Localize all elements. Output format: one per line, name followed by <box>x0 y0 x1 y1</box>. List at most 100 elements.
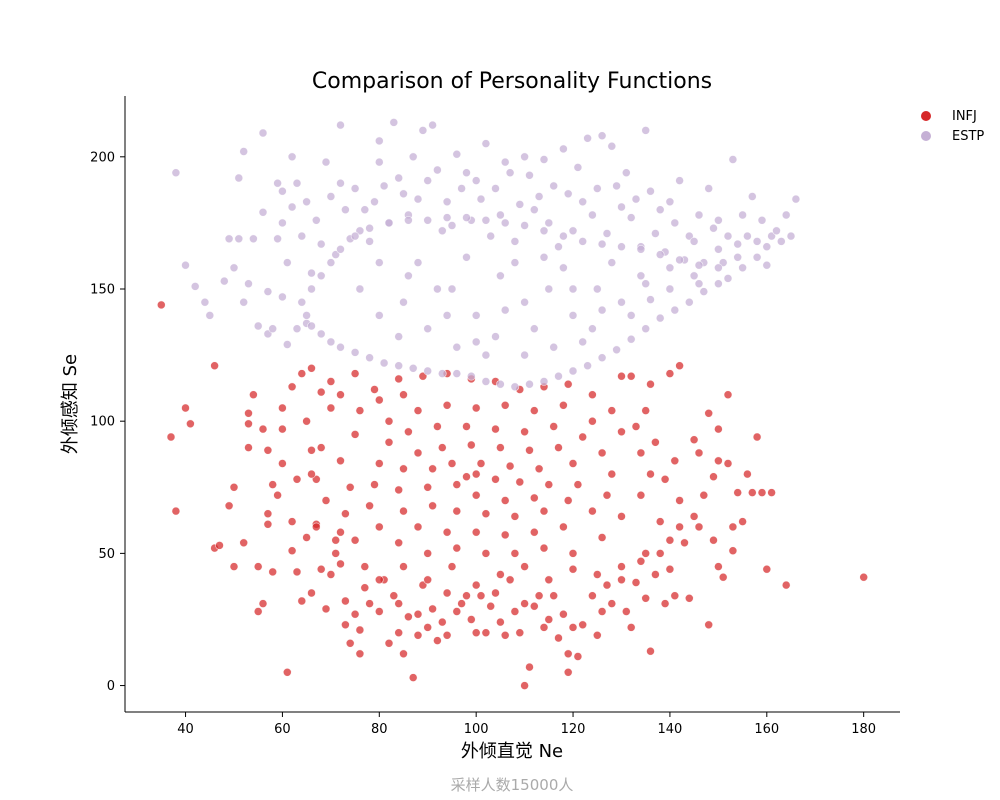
data-point <box>253 321 263 331</box>
data-point <box>641 406 651 415</box>
data-point <box>520 599 529 608</box>
data-point <box>578 337 588 347</box>
data-point <box>273 490 282 500</box>
data-point <box>205 311 215 320</box>
data-point <box>336 456 345 466</box>
data-point <box>665 284 675 294</box>
data-point <box>462 252 471 262</box>
data-point <box>433 422 442 431</box>
data-point <box>651 437 660 447</box>
data-point <box>263 519 273 529</box>
data-point <box>486 601 496 611</box>
data-point <box>462 472 471 482</box>
x-tick-label: 80 <box>371 722 388 737</box>
data-point <box>379 181 389 191</box>
data-point <box>549 342 559 352</box>
data-point <box>345 638 355 648</box>
data-point <box>539 226 549 236</box>
data-point <box>588 416 597 426</box>
data-point <box>302 197 311 207</box>
data-point <box>520 562 529 571</box>
data-point <box>694 522 704 532</box>
data-point <box>665 263 675 273</box>
data-point <box>525 379 534 389</box>
data-point <box>510 549 520 558</box>
data-point <box>500 400 510 410</box>
x-tick-label: 160 <box>754 722 779 737</box>
data-point <box>534 464 544 474</box>
data-point <box>481 139 491 148</box>
data-point <box>297 596 307 606</box>
data-point <box>597 448 607 458</box>
data-point <box>709 472 718 482</box>
data-point <box>476 459 486 468</box>
data-point <box>166 432 176 442</box>
data-point <box>282 667 292 677</box>
data-point <box>626 213 636 222</box>
data-point <box>646 295 655 304</box>
data-point <box>573 652 583 661</box>
data-point <box>714 562 723 571</box>
data-point <box>249 234 258 244</box>
data-point <box>631 578 641 587</box>
chart-title: Comparison of Personality Functions <box>312 69 712 94</box>
data-point <box>471 311 481 320</box>
data-point <box>496 271 505 281</box>
data-point <box>496 210 505 220</box>
data-point <box>244 443 253 452</box>
data-point <box>520 427 529 437</box>
data-point <box>442 197 452 207</box>
data-point <box>728 522 738 532</box>
data-point <box>592 184 602 193</box>
data-point <box>621 168 631 177</box>
data-point <box>249 390 258 400</box>
data-point <box>559 144 568 154</box>
data-point <box>646 379 655 389</box>
data-point <box>476 591 486 601</box>
data-point <box>568 366 578 376</box>
sample-size-caption: 采样人数15000人 <box>451 776 574 794</box>
data-point <box>525 171 534 180</box>
data-point <box>723 231 733 241</box>
data-point <box>588 506 597 516</box>
data-point <box>428 464 437 474</box>
data-point <box>660 599 670 608</box>
data-point <box>355 625 365 635</box>
data-point <box>229 482 239 492</box>
data-point <box>413 630 423 640</box>
data-point <box>568 564 578 574</box>
data-point <box>471 580 481 590</box>
data-point <box>437 443 447 452</box>
data-point <box>316 329 326 339</box>
data-point <box>563 496 573 505</box>
data-point <box>442 630 452 640</box>
data-point <box>626 623 636 632</box>
y-axis-title: 外倾感知 Se <box>60 354 81 454</box>
data-point <box>244 408 253 418</box>
data-point <box>452 342 462 352</box>
data-point <box>563 189 573 199</box>
data-point <box>689 237 699 246</box>
data-point <box>762 260 772 270</box>
y-tick-label: 200 <box>90 150 115 165</box>
data-point <box>529 324 539 334</box>
data-point <box>341 509 350 519</box>
data-point <box>646 646 655 656</box>
data-point <box>307 321 316 331</box>
data-point <box>675 176 684 185</box>
data-point <box>239 297 248 307</box>
data-point <box>408 363 418 373</box>
x-tick-label: 180 <box>851 722 876 737</box>
data-point <box>704 620 714 630</box>
data-point <box>442 527 452 537</box>
data-point <box>341 596 350 606</box>
data-point <box>471 403 481 413</box>
data-point <box>549 422 559 431</box>
data-point <box>413 194 423 204</box>
data-point <box>709 535 718 545</box>
data-point <box>515 477 525 487</box>
data-point <box>791 194 801 204</box>
data-point <box>607 406 617 415</box>
data-point <box>471 337 481 347</box>
data-point <box>723 274 733 283</box>
